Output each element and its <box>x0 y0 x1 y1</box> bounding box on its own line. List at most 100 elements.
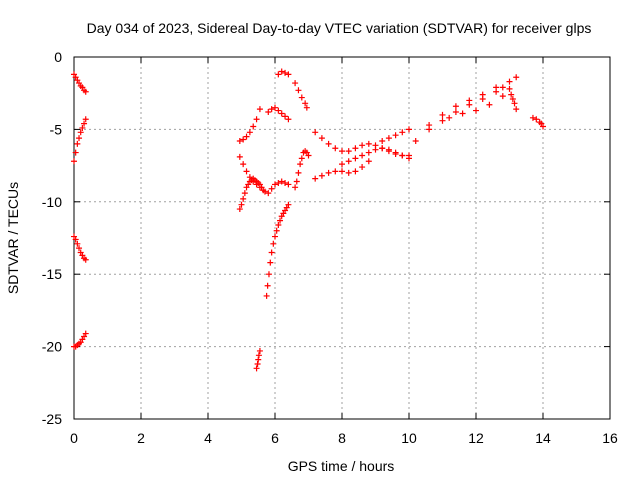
data-point <box>282 113 289 120</box>
data-series-s8 <box>253 347 263 372</box>
data-point <box>265 109 272 116</box>
data-series-s15 <box>312 158 372 182</box>
data-point <box>352 145 359 152</box>
data-point <box>406 155 412 162</box>
data-point <box>256 347 263 354</box>
data-point <box>479 91 486 98</box>
data-point <box>268 249 275 256</box>
data-point <box>236 137 243 144</box>
grid-lines <box>74 57 610 419</box>
x-tick-label: 8 <box>338 430 346 446</box>
data-point <box>511 100 518 107</box>
data-point <box>305 152 312 159</box>
data-series-s13 <box>292 80 310 111</box>
data-point <box>399 129 406 136</box>
data-point <box>268 106 275 113</box>
data-point <box>285 116 292 123</box>
data-series-s4 <box>71 330 89 350</box>
data-point <box>77 129 84 136</box>
x-tick-label: 14 <box>535 430 551 446</box>
data-series-s20 <box>426 74 520 129</box>
data-point <box>499 84 506 91</box>
data-point <box>243 168 250 175</box>
data-point <box>236 206 243 213</box>
data-series-s1 <box>71 71 89 95</box>
data-series-s10 <box>265 178 292 197</box>
data-point <box>82 330 89 337</box>
data-point <box>359 142 366 149</box>
data-point <box>352 168 359 175</box>
data-point <box>278 178 285 185</box>
y-tick-label: -5 <box>50 121 63 137</box>
data-point <box>72 149 79 156</box>
data-series-s14 <box>292 148 312 191</box>
data-point <box>513 74 520 81</box>
y-axis-label: SDTVAR / TECUs <box>5 182 21 294</box>
data-point <box>241 190 248 197</box>
data-point <box>459 110 466 117</box>
data-point <box>72 236 79 243</box>
x-axis-label: GPS time / hours <box>288 458 395 474</box>
y-tick-label: -20 <box>42 339 62 355</box>
data-series-s7 <box>236 106 263 144</box>
data-point <box>285 181 292 188</box>
data-point <box>74 140 81 147</box>
data-point <box>318 135 325 142</box>
data-point <box>345 169 352 176</box>
data-point <box>318 172 325 179</box>
data-point <box>303 104 310 111</box>
data-point <box>513 106 520 113</box>
data-point <box>240 195 247 202</box>
data-point <box>256 106 263 113</box>
data-point <box>298 155 305 162</box>
data-point <box>379 137 386 144</box>
data-series-s6 <box>236 153 263 191</box>
data-series-s12 <box>275 68 292 78</box>
data-point <box>240 161 247 168</box>
data-point <box>529 114 536 121</box>
data-point <box>275 221 282 228</box>
data-point <box>275 179 282 186</box>
data-point <box>302 100 309 107</box>
axis-ticks: 0 2 4 6 8 10 12 14 16 0 -5 -10 -15 -20 -25 <box>42 49 618 446</box>
data-point <box>253 181 260 188</box>
x-tick-label: 12 <box>468 430 484 446</box>
x-tick-label: 4 <box>204 430 212 446</box>
data-point <box>272 181 278 188</box>
data-series-s3 <box>71 233 89 263</box>
data-point <box>285 71 292 78</box>
data-point <box>508 91 515 98</box>
data-point <box>256 184 263 191</box>
data-point <box>253 116 260 123</box>
data-point <box>506 85 513 92</box>
data-series-s22 <box>506 85 520 113</box>
x-tick-label: 2 <box>137 430 145 446</box>
data-point <box>392 132 399 139</box>
data-point <box>295 87 302 94</box>
data-point <box>263 292 270 299</box>
data-series-s2 <box>71 116 89 165</box>
data-point <box>499 93 506 100</box>
data-point <box>71 158 77 165</box>
data-point <box>278 68 285 75</box>
data-point <box>272 104 278 111</box>
data-point <box>540 123 546 130</box>
x-tick-label: 0 <box>70 430 78 446</box>
y-tick-label: -10 <box>42 194 62 210</box>
data-point <box>255 352 262 359</box>
data-point <box>282 69 289 76</box>
data-point <box>240 136 247 143</box>
data-point <box>74 240 81 247</box>
data-series-s19 <box>412 84 506 144</box>
data-point <box>439 117 446 124</box>
data-point <box>254 360 261 367</box>
data-point <box>426 122 433 129</box>
data-point <box>365 140 372 147</box>
data-point <box>246 129 253 136</box>
data-point <box>332 168 339 175</box>
data-point <box>412 137 419 144</box>
data-point <box>275 107 282 114</box>
data-series-s23 <box>529 114 546 130</box>
data-point <box>246 174 253 181</box>
